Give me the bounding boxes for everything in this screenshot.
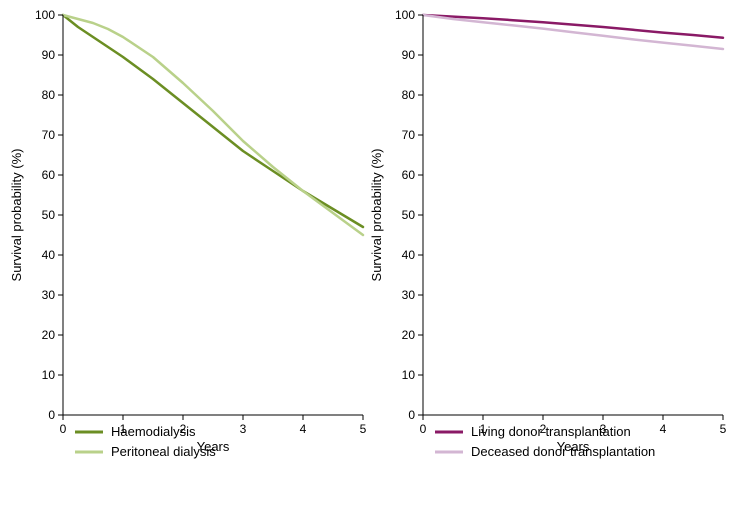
xtick-label-right: 5 [720, 422, 727, 436]
ytick-label-left: 10 [42, 368, 56, 382]
ytick-label-right: 80 [402, 88, 416, 102]
ytick-label-right: 70 [402, 128, 416, 142]
ytick-label-right: 90 [402, 48, 416, 62]
ytick-label-right: 60 [402, 168, 416, 182]
ytick-label-left: 50 [42, 208, 56, 222]
xtick-label-left: 0 [60, 422, 67, 436]
ytick-label-right: 20 [402, 328, 416, 342]
ytick-label-left: 30 [42, 288, 56, 302]
ylabel-left: Survival probability (%) [9, 149, 24, 282]
ytick-label-left: 20 [42, 328, 56, 342]
series-line-right-0 [423, 15, 723, 38]
ytick-label-left: 0 [48, 408, 55, 422]
series-line-right-1 [423, 15, 723, 49]
ytick-label-right: 40 [402, 248, 416, 262]
xtick-label-left: 5 [360, 422, 367, 436]
ylabel-right: Survival probability (%) [369, 149, 384, 282]
ytick-label-right: 50 [402, 208, 416, 222]
ytick-label-left: 40 [42, 248, 56, 262]
ytick-label-left: 100 [35, 8, 55, 22]
ytick-label-left: 60 [42, 168, 56, 182]
ytick-label-right: 100 [395, 8, 415, 22]
legend-label-left-1: Peritoneal dialysis [111, 444, 216, 459]
xtick-label-right: 0 [420, 422, 427, 436]
legend-label-left-0: Haemodialysis [111, 424, 196, 439]
ytick-label-left: 80 [42, 88, 56, 102]
legend-label-right-1: Deceased donor transplantation [471, 444, 655, 459]
legend-label-right-0: Living donor transplantation [471, 424, 631, 439]
ytick-label-right: 30 [402, 288, 416, 302]
survival-figure: 0102030405060708090100012345YearsSurviva… [0, 0, 744, 505]
chart-svg: 0102030405060708090100012345YearsSurviva… [0, 0, 744, 505]
ytick-label-left: 70 [42, 128, 56, 142]
xtick-label-left: 4 [300, 422, 307, 436]
ytick-label-left: 90 [42, 48, 56, 62]
ytick-label-right: 0 [408, 408, 415, 422]
series-line-left-0 [63, 15, 363, 227]
ytick-label-right: 10 [402, 368, 416, 382]
xtick-label-right: 4 [660, 422, 667, 436]
xtick-label-left: 3 [240, 422, 247, 436]
